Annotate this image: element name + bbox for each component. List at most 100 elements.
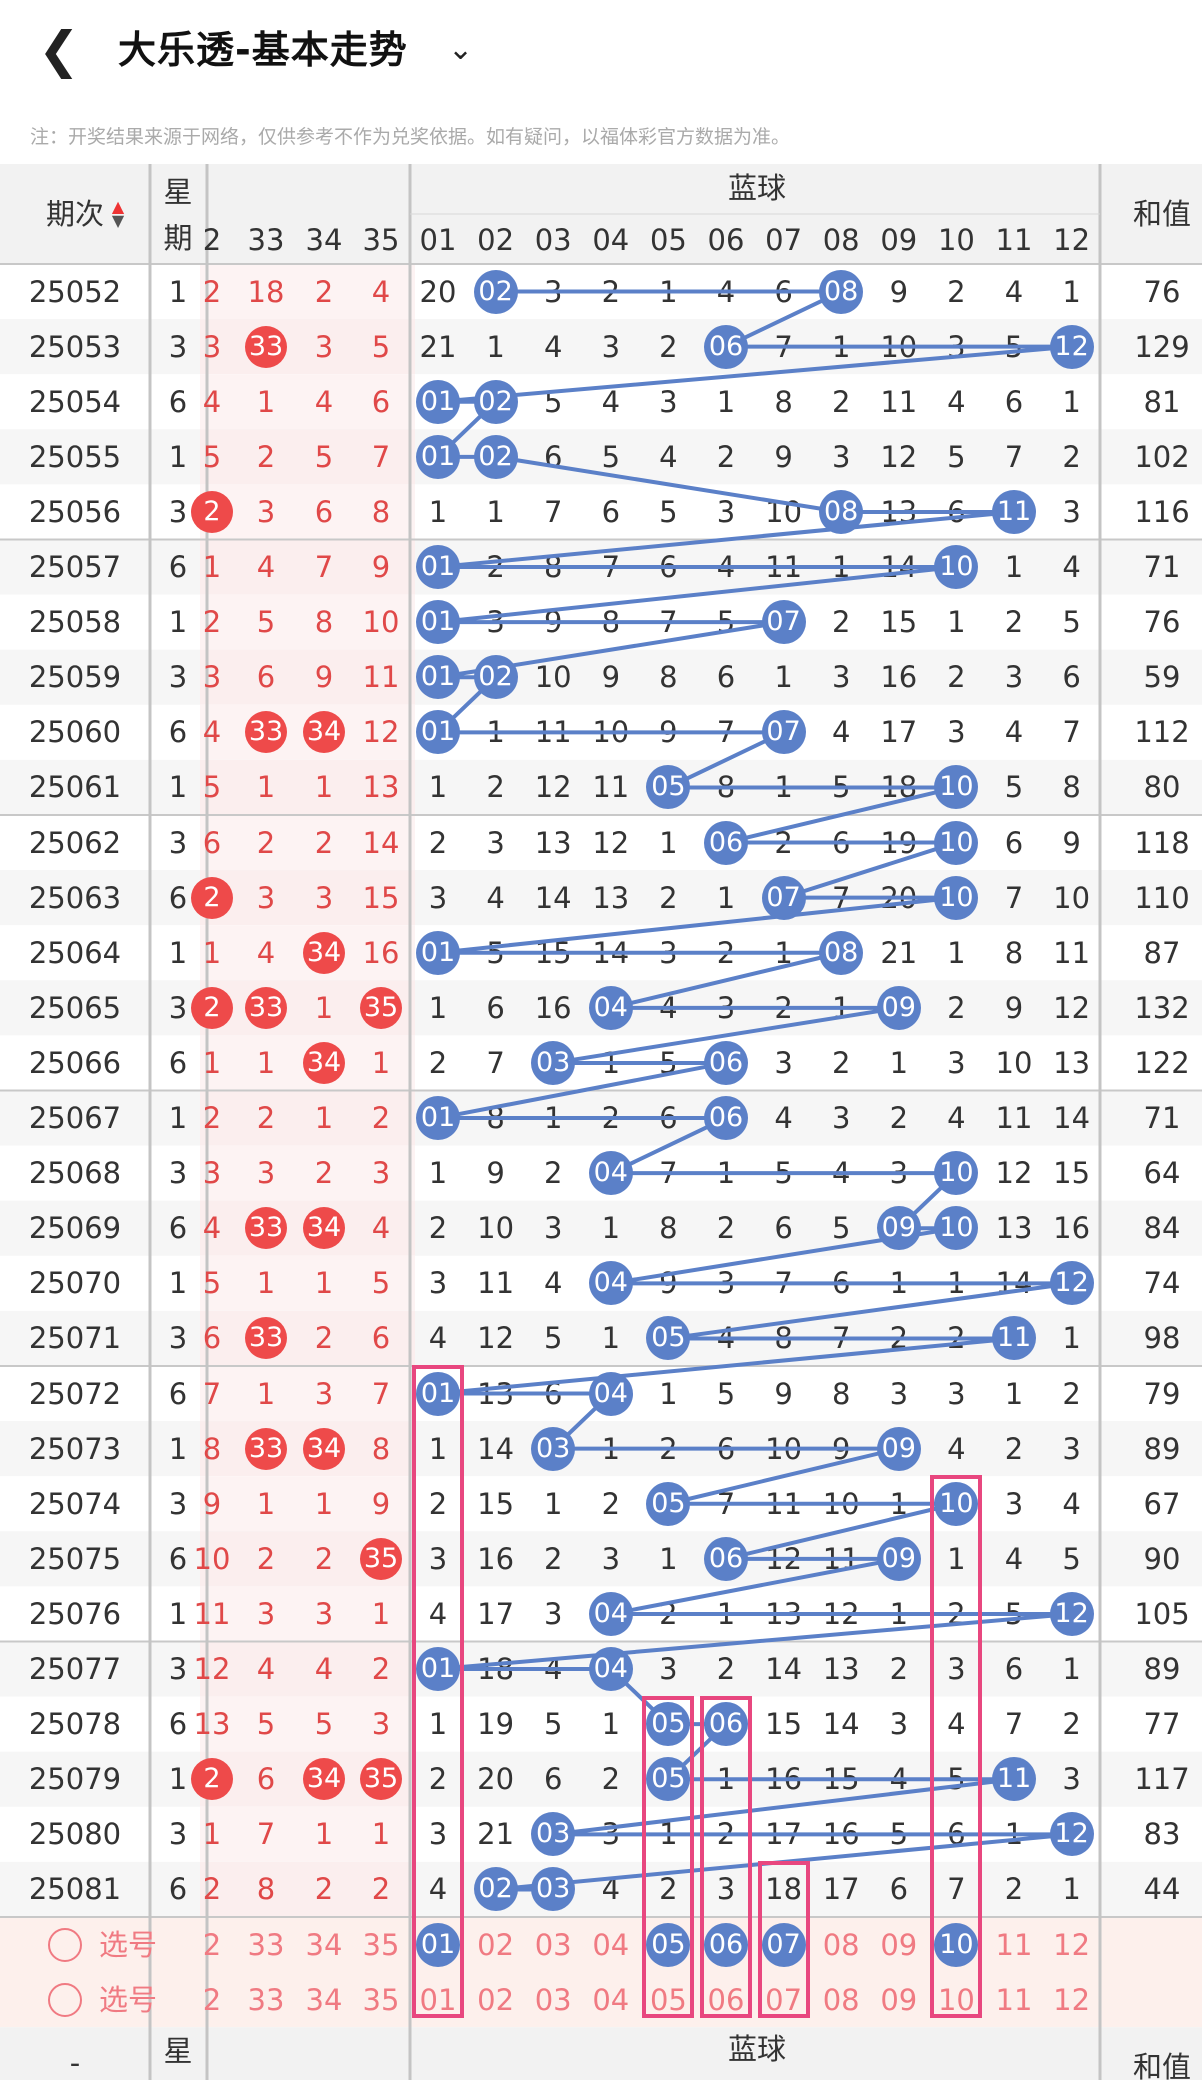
pick-blue-option[interactable]: 09 [880, 1982, 918, 2017]
period-cell: 25064 [28, 935, 122, 970]
pick-blue-option[interactable]: 09 [880, 1927, 918, 1962]
red-miss-cell: 11 [193, 1596, 231, 1631]
blue-ball: 01 [416, 655, 460, 700]
blue-miss-cell: 3 [889, 1707, 909, 1742]
blue-miss-cell: 10 [995, 1045, 1033, 1080]
pick-blue-option[interactable]: 08 [822, 1982, 860, 2017]
red-zone-bg [200, 1255, 415, 1311]
red-ball: 34 [303, 711, 345, 754]
pick-blue-option[interactable]: 11 [995, 1927, 1033, 1962]
red-miss-cell: 9 [371, 1486, 391, 1521]
blue-ball: 11 [992, 1316, 1036, 1361]
red-miss-cell: 2 [371, 1101, 391, 1136]
pick-blue-option[interactable]: 02 [477, 1927, 515, 1962]
blue-ball: 01 [416, 434, 460, 479]
period-cell: 25078 [28, 1707, 122, 1742]
pick-red-option[interactable]: 2 [202, 1982, 222, 2017]
blue-miss-cell: 5 [601, 439, 621, 474]
blue-miss-cell: 9 [889, 274, 909, 309]
week-cell: 6 [168, 1376, 188, 1411]
blue-ball: 11 [992, 489, 1036, 534]
sum-cell: 76 [1143, 274, 1181, 309]
pick-label[interactable]: 选号 [98, 1982, 157, 2017]
pick-red-option[interactable]: 33 [247, 1927, 285, 1962]
chevron-down-icon[interactable]: ⌄ [448, 32, 474, 67]
week-cell: 6 [168, 1872, 188, 1907]
blue-miss-cell: 3 [831, 660, 851, 695]
pick-blue-option[interactable]: 11 [995, 1982, 1033, 2017]
blue-miss-cell: 3 [1004, 1486, 1024, 1521]
pick-blue-option[interactable]: 03 [534, 1927, 572, 1962]
blue-ball: 06 [704, 1536, 748, 1581]
pick-red-option[interactable]: 34 [305, 1927, 343, 1962]
red-miss-cell: 4 [256, 550, 276, 585]
pick-red-option[interactable]: 35 [362, 1982, 400, 2017]
blue-miss-cell: 4 [947, 1707, 966, 1742]
pick-blue-option[interactable]: 05 [649, 1982, 687, 2017]
red-miss-cell: 12 [362, 715, 400, 750]
blue-ball: 12 [1049, 324, 1094, 369]
red-miss-cell: 2 [202, 274, 222, 309]
pick-blue-option[interactable]: 01 [419, 1982, 457, 2017]
pick-red-option[interactable]: 2 [202, 1927, 222, 1962]
blue-miss-cell: 18 [765, 1872, 803, 1907]
blue-miss-cell: 4 [428, 1596, 448, 1631]
blue-miss-cell: 1 [428, 770, 448, 805]
blue-miss-cell: 5 [543, 1707, 563, 1742]
period-cell: 25053 [28, 329, 122, 364]
blue-col-header: 01 [419, 223, 457, 257]
pick-red-option[interactable]: 33 [247, 1982, 285, 2017]
pick-blue-option[interactable]: 02 [477, 1982, 515, 2017]
trend-table[interactable]: 期次 ▲ ▼ 星期蓝球 和值 2 33 34 35 01 02 03 04 05 06 07 08 09 10 11 1… [0, 164, 1202, 2080]
pick-blue-option[interactable]: 07 [765, 1982, 803, 2017]
pick-red-option[interactable]: 35 [362, 1927, 400, 1962]
red-miss-cell: 3 [256, 880, 276, 915]
blue-miss-cell: 4 [1062, 550, 1081, 585]
pick-red-option[interactable]: 34 [305, 1982, 343, 2017]
pick-radio[interactable] [48, 1982, 82, 2017]
pick-blue-option[interactable]: 03 [534, 1982, 572, 2017]
blue-miss-cell: 2 [1062, 1707, 1081, 1742]
week-cell: 3 [168, 1817, 188, 1852]
blue-ball: 10 [934, 820, 979, 865]
pick-blue-option[interactable]: 10 [937, 1982, 975, 2017]
red-zone-bg [200, 759, 415, 815]
red-ball: 34 [303, 1041, 345, 1084]
blue-miss-cell: 11 [477, 1266, 515, 1301]
blue-ball: 09 [876, 1536, 921, 1581]
period-cell: 25055 [28, 439, 122, 474]
week-header-top: 星 [163, 175, 193, 209]
red-miss-cell: 1 [256, 1486, 276, 1521]
blue-ball: 05 [646, 1481, 691, 1526]
sum-cell: 74 [1143, 1266, 1181, 1301]
red-miss-cell: 1 [314, 1266, 334, 1301]
blue-ball: 10 [934, 875, 979, 920]
blue-miss-cell: 12 [477, 1321, 515, 1356]
pick-blue-option[interactable]: 08 [822, 1927, 860, 1962]
pick-radio[interactable] [48, 1927, 82, 1962]
pick-blue-option[interactable]: 12 [1053, 1927, 1091, 1962]
blue-col-header: 04 [592, 223, 630, 257]
pick-blue-option[interactable]: 04 [592, 1982, 630, 2017]
chevron-left-icon[interactable]: ❮ [38, 21, 80, 79]
footer-header-bg [0, 2027, 1202, 2080]
pick-blue-option[interactable]: 04 [592, 1927, 630, 1962]
red-col-header: 35 [362, 223, 400, 257]
blue-miss-cell: 17 [822, 1872, 860, 1907]
period-cell: 25056 [28, 494, 122, 529]
red-ball: 33 [245, 711, 287, 754]
blue-miss-cell: 14 [765, 1652, 803, 1687]
sort-icon[interactable]: ▲ ▼ [111, 197, 125, 230]
pick-blue-option[interactable]: 12 [1053, 1982, 1091, 2017]
blue-miss-cell: 8 [659, 660, 678, 695]
sum-cell: 71 [1143, 550, 1181, 585]
red-miss-cell: 6 [314, 494, 334, 529]
period-cell: 25058 [28, 605, 122, 640]
pick-label[interactable]: 选号 [98, 1927, 157, 1962]
blue-ball: 01 [416, 1371, 460, 1416]
blue-ball: 02 [473, 379, 518, 424]
period-header[interactable]: 期次 [45, 197, 104, 231]
blue-miss-cell: 1 [889, 1045, 909, 1080]
pick-blue-option[interactable]: 06 [707, 1982, 745, 2017]
week-cell: 6 [168, 1045, 188, 1080]
